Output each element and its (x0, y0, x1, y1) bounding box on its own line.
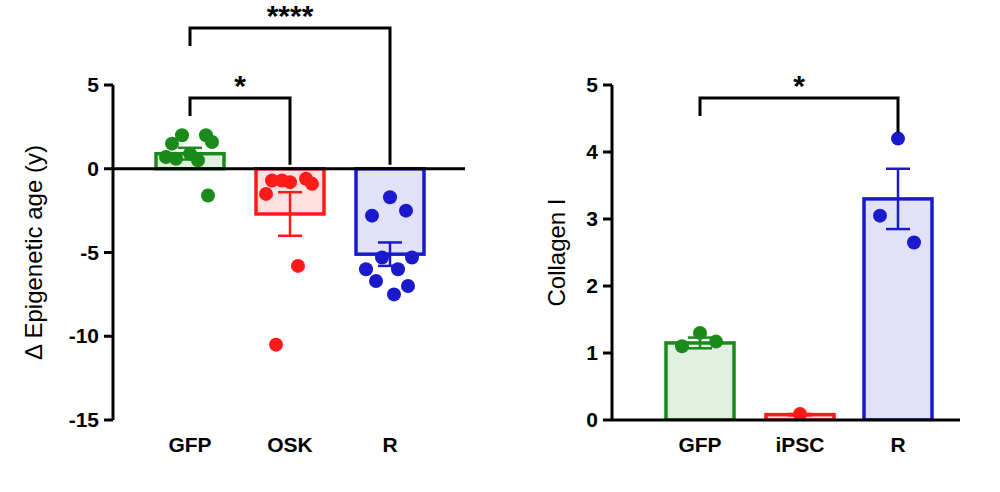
data-point (169, 152, 183, 166)
x-tick-label: GFP (678, 433, 721, 456)
significance-label: * (793, 69, 805, 102)
data-point (383, 190, 397, 204)
data-point (305, 177, 319, 191)
y-tick-label: 5 (586, 73, 598, 96)
error-cap (688, 347, 712, 350)
significance-label: * (234, 69, 246, 102)
figure: -15-10-505Δ Epigenetic age (y)GFPOSKR***… (0, 0, 1000, 492)
bar (356, 169, 424, 254)
data-point (873, 209, 887, 223)
y-tick (603, 419, 612, 422)
bracket-line (190, 98, 290, 165)
data-point (375, 251, 389, 265)
y-tick-label: 5 (87, 73, 99, 96)
y-tick (104, 167, 113, 170)
panel: -15-10-505Δ Epigenetic age (y)GFPOSKR***… (20, 0, 465, 456)
data-point (387, 287, 401, 301)
error-stem (897, 169, 900, 229)
y-tick-label: 0 (87, 157, 99, 180)
x-tick-label: OSK (267, 433, 313, 456)
bracket-line (190, 28, 390, 165)
data-point (793, 407, 807, 420)
data-point (675, 339, 689, 353)
significance-label: **** (267, 0, 314, 32)
data-point (259, 187, 273, 201)
data-point (365, 209, 379, 223)
y-tick-label: 4 (586, 140, 598, 163)
y-tick (603, 84, 612, 87)
data-point (201, 189, 215, 203)
data-point (399, 204, 413, 218)
data-point (191, 153, 205, 167)
y-axis (611, 85, 614, 420)
significance-bracket: **** (190, 0, 390, 165)
data-point (175, 128, 189, 142)
x-tick-label: R (382, 433, 397, 456)
data-point (205, 135, 219, 149)
y-tick-label: -15 (69, 408, 100, 431)
y-tick (104, 335, 113, 338)
bar (666, 343, 734, 420)
error-bar (886, 169, 910, 229)
data-point (269, 338, 283, 352)
data-point (401, 279, 415, 293)
x-axis (113, 167, 465, 170)
error-stem (289, 192, 292, 236)
data-point (369, 274, 383, 288)
x-tick-label: iPSC (775, 433, 824, 456)
error-cap (886, 228, 910, 231)
significance-bracket: * (190, 69, 290, 165)
error-cap (886, 168, 910, 171)
y-axis-label: Collagen I (543, 198, 570, 306)
data-point (693, 326, 707, 340)
y-tick-label: -10 (69, 324, 99, 347)
data-point (391, 262, 405, 276)
error-cap (278, 235, 302, 238)
data-point (891, 132, 905, 146)
bracket-line (700, 98, 898, 133)
significance-bracket: * (700, 69, 898, 133)
y-tick (104, 84, 113, 87)
y-tick-label: -5 (80, 241, 99, 264)
y-tick (104, 419, 113, 422)
y-tick (603, 218, 612, 221)
y-tick-label: 0 (586, 408, 598, 431)
error-cap (278, 191, 302, 194)
data-point (291, 259, 305, 273)
x-axis (612, 419, 960, 422)
bar (864, 199, 932, 420)
y-tick (603, 352, 612, 355)
data-point (275, 173, 289, 187)
data-point (907, 235, 921, 249)
x-tick-label: R (890, 433, 905, 456)
error-cap (378, 241, 402, 244)
y-tick-label: 1 (586, 341, 598, 364)
plot-area (666, 132, 932, 420)
panel: 0 1 2 3 4 5 Collagen I GFP iPSC R * (543, 69, 960, 456)
y-tick-label: 3 (586, 207, 598, 230)
y-tick (104, 251, 113, 254)
y-tick (603, 151, 612, 154)
y-tick-label: 2 (586, 274, 598, 297)
error-bar (278, 192, 302, 236)
error-stem (389, 242, 392, 265)
data-point (359, 262, 373, 276)
x-tick-label: GFP (168, 433, 211, 456)
y-tick (603, 285, 612, 288)
y-axis-label: Δ Epigenetic age (y) (20, 145, 47, 360)
data-point (405, 251, 419, 265)
data-point (709, 335, 723, 349)
